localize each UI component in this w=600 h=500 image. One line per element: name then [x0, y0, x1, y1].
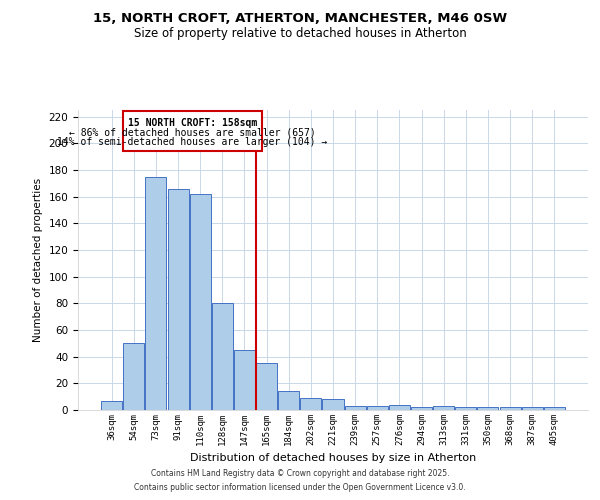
Bar	[123, 112, 262, 152]
Bar	[478, 408, 499, 410]
Text: 15 NORTH CROFT: 158sqm: 15 NORTH CROFT: 158sqm	[128, 118, 257, 128]
Bar	[500, 408, 521, 410]
Bar	[190, 194, 211, 410]
Text: 15, NORTH CROFT, ATHERTON, MANCHESTER, M46 0SW: 15, NORTH CROFT, ATHERTON, MANCHESTER, M…	[93, 12, 507, 26]
Bar	[278, 392, 299, 410]
Bar	[544, 408, 565, 410]
Bar	[145, 176, 166, 410]
Y-axis label: Number of detached properties: Number of detached properties	[33, 178, 43, 342]
Bar	[455, 408, 476, 410]
Bar	[411, 408, 432, 410]
Bar	[433, 406, 454, 410]
Bar	[389, 404, 410, 410]
Bar	[167, 188, 188, 410]
Bar	[301, 398, 322, 410]
Bar	[367, 406, 388, 410]
Text: Contains public sector information licensed under the Open Government Licence v3: Contains public sector information licen…	[134, 484, 466, 492]
Text: ← 86% of detached houses are smaller (657): ← 86% of detached houses are smaller (65…	[69, 128, 316, 138]
Text: 14% of semi-detached houses are larger (104) →: 14% of semi-detached houses are larger (…	[58, 136, 328, 146]
Text: Contains HM Land Registry data © Crown copyright and database right 2025.: Contains HM Land Registry data © Crown c…	[151, 468, 449, 477]
Bar	[256, 364, 277, 410]
Bar	[212, 304, 233, 410]
Bar	[344, 406, 365, 410]
Bar	[234, 350, 255, 410]
X-axis label: Distribution of detached houses by size in Atherton: Distribution of detached houses by size …	[190, 454, 476, 464]
Bar	[124, 344, 145, 410]
Bar	[322, 400, 344, 410]
Bar	[101, 400, 122, 410]
Bar	[521, 408, 542, 410]
Text: Size of property relative to detached houses in Atherton: Size of property relative to detached ho…	[134, 28, 466, 40]
